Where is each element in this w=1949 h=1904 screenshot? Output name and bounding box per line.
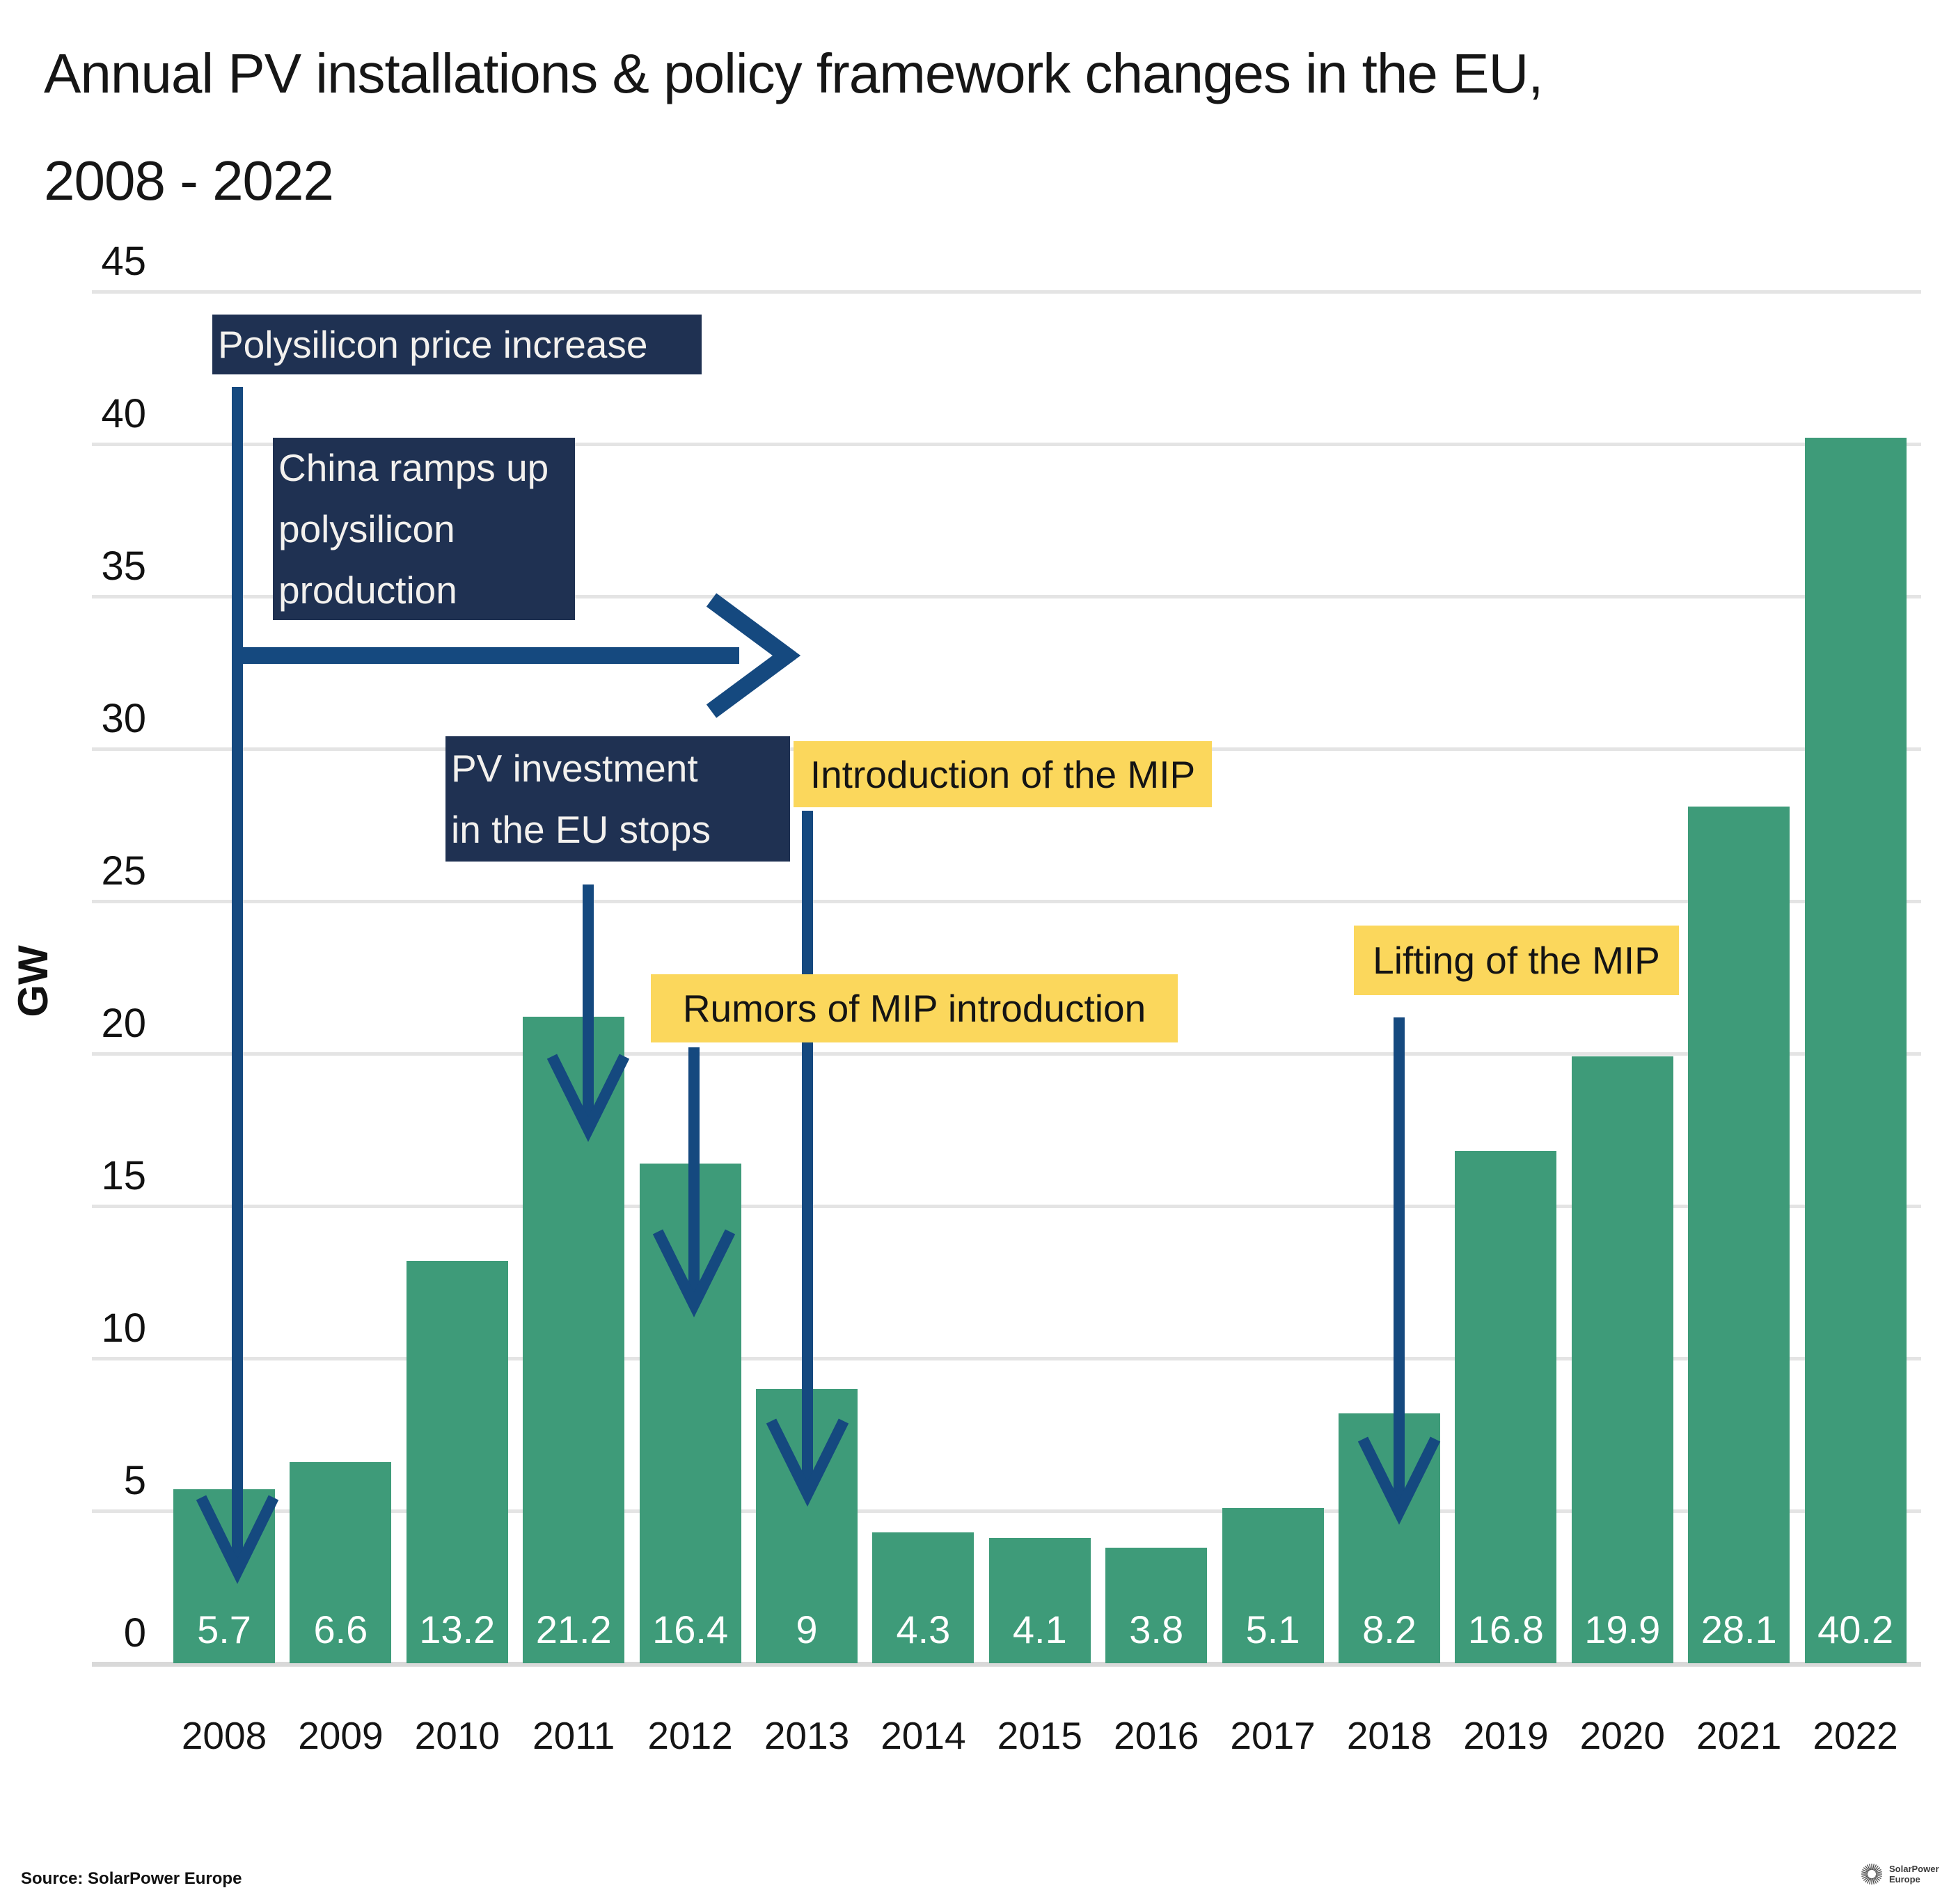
x-tick-2017: 2017 <box>1230 1714 1316 1757</box>
bar-value-2021: 28.1 <box>1701 1608 1777 1651</box>
bar-value-2008: 5.7 <box>197 1608 251 1651</box>
annotation-text: polysilicon <box>278 507 455 550</box>
y-tick-0: 0 <box>123 1610 146 1656</box>
bar-2015 <box>988 1538 1091 1663</box>
gridline-10 <box>92 1357 1921 1360</box>
gridline-0 <box>92 1662 1921 1667</box>
page-title-line-2: 2008 - 2022 <box>44 150 334 212</box>
bar-2017 <box>1222 1507 1324 1663</box>
gridline-20 <box>92 1052 1921 1056</box>
x-tick-2015: 2015 <box>997 1714 1082 1757</box>
y-tick-15: 15 <box>101 1153 146 1198</box>
y-tick-5: 5 <box>123 1458 146 1503</box>
annotation-text: China ramps up <box>278 446 549 489</box>
annotation-polysilicon: Polysilicon price increase <box>212 315 702 374</box>
bar-2021 <box>1688 807 1790 1663</box>
bar-value-2016: 3.8 <box>1129 1608 1184 1651</box>
bar-2020 <box>1571 1056 1673 1663</box>
gridline-40 <box>92 443 1921 446</box>
annotation-text: Polysilicon price increase <box>218 323 648 366</box>
bar-2014 <box>872 1532 974 1663</box>
x-tick-2008: 2008 <box>181 1714 267 1757</box>
y-tick-45: 45 <box>101 239 146 284</box>
bar-2011 <box>523 1017 625 1663</box>
gridline-45 <box>92 290 1921 294</box>
x-tick-2013: 2013 <box>764 1714 850 1757</box>
bar-2009 <box>290 1461 392 1663</box>
page-title-line-1: Annual PV installations & policy framewo… <box>44 42 1543 104</box>
annotation-pv-stop: PV investment in the EU stops <box>445 736 790 862</box>
annotation-intro-mip: Introduction of the MIP <box>794 741 1212 807</box>
annotation-text: in the EU stops <box>451 808 711 851</box>
gridline-25 <box>92 900 1921 903</box>
y-tick-30: 30 <box>101 696 146 741</box>
bar-value-2022: 40.2 <box>1817 1608 1894 1651</box>
x-tick-2011: 2011 <box>532 1714 615 1757</box>
x-tick-2016: 2016 <box>1114 1714 1199 1757</box>
gridline-5 <box>92 1509 1921 1513</box>
sunburst-icon <box>1861 1864 1882 1885</box>
x-tick-2010: 2010 <box>414 1714 500 1757</box>
x-tick-2021: 2021 <box>1696 1714 1782 1757</box>
arrow-polysilicon-to-2008 <box>196 387 279 1585</box>
x-tick-2020: 2020 <box>1579 1714 1665 1757</box>
x-tick-2018: 2018 <box>1346 1714 1433 1757</box>
y-tick-40: 40 <box>101 391 146 436</box>
bar-2019 <box>1455 1151 1557 1663</box>
annotation-china: China ramps up polysilicon production <box>273 438 575 620</box>
annotation-text: Lifting of the MIP <box>1373 939 1660 982</box>
bar-value-2010: 13.2 <box>419 1608 496 1651</box>
annotation-text: PV investment <box>451 747 698 790</box>
bar-value-2011: 21.2 <box>535 1608 612 1651</box>
x-tick-2014: 2014 <box>881 1714 966 1757</box>
bar-value-2020: 19.9 <box>1584 1608 1661 1651</box>
source-note: Source: SolarPower Europe <box>21 1869 242 1888</box>
bar-value-2017: 5.1 <box>1245 1608 1300 1651</box>
bar-value-2015: 4.1 <box>1012 1608 1067 1651</box>
bar-value-2012: 16.4 <box>652 1608 729 1651</box>
y-tick-35: 35 <box>101 544 146 589</box>
bar-value-2019: 16.8 <box>1467 1608 1544 1651</box>
bar-2012 <box>639 1163 741 1663</box>
annotation-text: Rumors of MIP introduction <box>682 987 1146 1030</box>
logo-text-line-2: Europe <box>1889 1874 1920 1885</box>
annotation-rumors-mip: Rumors of MIP introduction <box>651 974 1178 1042</box>
bar-2022 <box>1804 438 1907 1663</box>
annotation-text: production <box>278 569 457 612</box>
bar-value-2014: 4.3 <box>896 1608 951 1651</box>
gridline-35 <box>92 595 1921 598</box>
y-tick-25: 25 <box>101 848 146 894</box>
y-tick-10: 10 <box>101 1306 146 1351</box>
logo-text-line-1: SolarPower <box>1889 1864 1939 1874</box>
bar-2016 <box>1105 1547 1208 1663</box>
x-tick-2019: 2019 <box>1463 1714 1549 1757</box>
bar-value-2013: 9 <box>796 1608 818 1651</box>
x-tick-2009: 2009 <box>298 1714 384 1757</box>
solarpower-europe-logo: SolarPower Europe <box>1860 1862 1939 1886</box>
x-tick-2012: 2012 <box>647 1714 733 1757</box>
y-tick-20: 20 <box>101 1001 146 1046</box>
annotation-lifting-mip: Lifting of the MIP <box>1354 926 1679 995</box>
gridline-15 <box>92 1205 1921 1208</box>
bar-value-2018: 8.2 <box>1362 1608 1417 1651</box>
bar-value-2009: 6.6 <box>313 1608 368 1651</box>
annotation-text: Introduction of the MIP <box>810 752 1196 796</box>
x-tick-2022: 2022 <box>1813 1714 1898 1757</box>
bar-2010 <box>406 1260 508 1663</box>
